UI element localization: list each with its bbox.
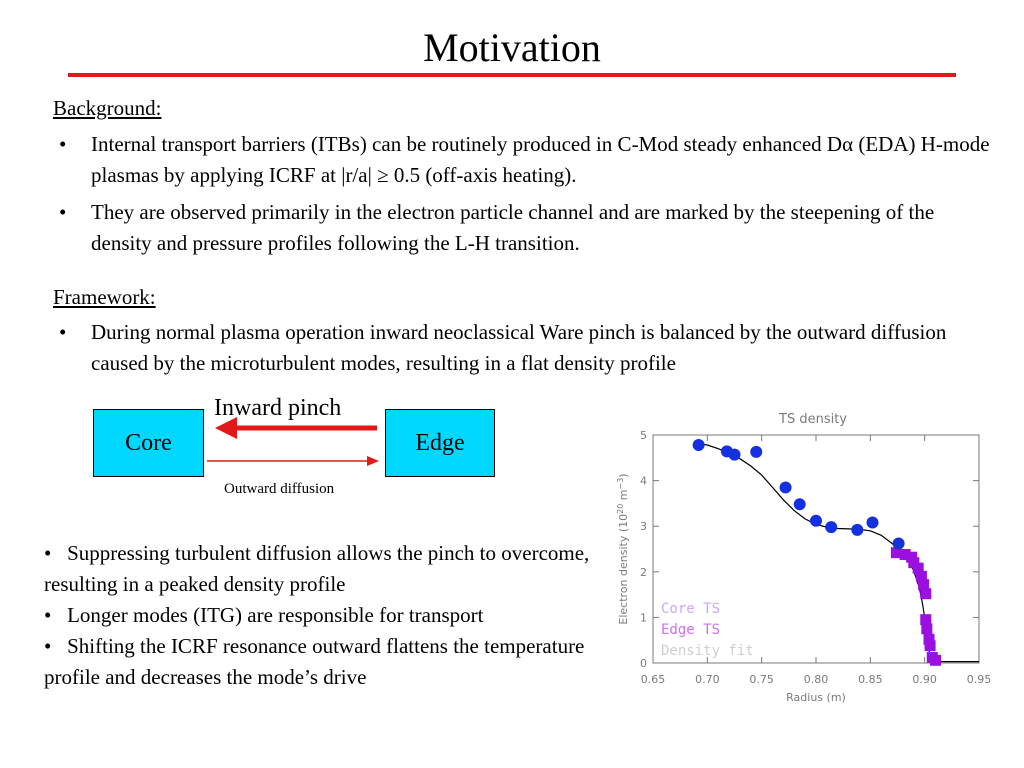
edge-ts-point xyxy=(912,562,924,574)
x-tick-label: 0.65 xyxy=(641,673,666,686)
core-ts-point xyxy=(810,514,822,527)
core-ts-point xyxy=(892,537,905,550)
y-tick-label: 4 xyxy=(640,475,647,488)
background-bullet-1: • Internal transport barriers (ITBs) can… xyxy=(53,129,998,191)
edge-ts-point xyxy=(920,588,932,600)
bullet-text: They are observed primarily in the elect… xyxy=(91,200,935,255)
edge-ts-point xyxy=(923,633,935,645)
edge-ts-point xyxy=(930,654,942,666)
bullet-text: During normal plasma operation inward ne… xyxy=(91,320,947,375)
core-ts-point xyxy=(728,448,741,461)
chart-title: TS density xyxy=(778,412,847,427)
title-underline xyxy=(68,73,956,77)
legend-entry: Edge TS xyxy=(661,622,720,638)
bullet-text: Suppressing turbulent diffusion allows t… xyxy=(44,541,590,596)
core-ts-point xyxy=(866,516,879,529)
x-tick-label: 0.90 xyxy=(912,673,937,686)
edge-ts-point xyxy=(890,547,902,559)
x-tick-label: 0.70 xyxy=(695,673,720,686)
core-ts-point xyxy=(779,481,792,494)
bullet-dot: • xyxy=(59,132,67,156)
list-item: • Shifting the ICRF resonance outward fl… xyxy=(44,631,604,693)
x-tick-label: 0.85 xyxy=(858,673,883,686)
diagram-arrows xyxy=(207,417,379,466)
background-bullet-2: • They are observed primarily in the ele… xyxy=(53,197,998,259)
edge-ts-point xyxy=(921,623,933,635)
list-item: • Suppressing turbulent diffusion allows… xyxy=(44,538,604,600)
x-tick-label: 0.80 xyxy=(804,673,829,686)
bullet-dot: • xyxy=(59,320,67,344)
density-fit-line xyxy=(696,442,979,663)
x-axis-label: Radius (m) xyxy=(786,691,846,704)
bullet-text: Shifting the ICRF resonance outward flat… xyxy=(44,634,585,689)
core-box: Core xyxy=(93,409,204,477)
framework-heading: Framework: xyxy=(53,285,156,309)
core-ts-point xyxy=(825,521,838,534)
core-ts-point xyxy=(750,445,763,458)
bullet-text: Longer modes (ITG) are responsible for t… xyxy=(67,603,484,627)
list-item: • Longer modes (ITG) are responsible for… xyxy=(44,600,604,631)
outward-diffusion-arrow xyxy=(207,456,379,466)
bullet-dot: • xyxy=(59,200,67,224)
x-tick-label: 0.75 xyxy=(749,673,774,686)
bullet-text: Internal transport barriers (ITBs) can b… xyxy=(91,132,990,187)
y-tick-label: 1 xyxy=(640,611,647,624)
y-tick-label: 0 xyxy=(640,657,647,670)
background-heading: Background: xyxy=(53,96,162,120)
legend-entry: Density fit xyxy=(661,643,754,659)
y-axis-label: Electron density (1020 m−3) xyxy=(616,473,630,624)
edge-ts-point xyxy=(899,548,911,560)
y-tick-label: 5 xyxy=(640,429,647,442)
edge-box: Edge xyxy=(385,409,495,477)
core-ts-point xyxy=(851,523,864,536)
x-tick-label: 0.95 xyxy=(967,673,992,686)
y-tick-label: 3 xyxy=(640,520,647,533)
core-ts-point xyxy=(793,498,806,511)
page-title: Motivation xyxy=(423,25,601,70)
ts-density-chart: TS density Electron density (1020 m−3) R… xyxy=(616,412,992,704)
edge-ts-point xyxy=(915,570,927,582)
bottom-points: • Suppressing turbulent diffusion allows… xyxy=(44,538,604,693)
legend-entry: Core TS xyxy=(661,601,720,617)
edge-ts-point xyxy=(924,640,936,652)
edge-ts-point xyxy=(918,579,930,591)
bullet-dot: • xyxy=(44,541,52,565)
edge-ts-point xyxy=(920,614,932,626)
framework-bullet-1: • During normal plasma operation inward … xyxy=(53,317,998,379)
outward-diffusion-label: Outward diffusion xyxy=(224,481,335,497)
core-ts-point xyxy=(692,439,705,452)
bullet-dot: • xyxy=(44,634,52,658)
y-tick-label: 2 xyxy=(640,566,647,579)
inward-pinch-arrow xyxy=(215,417,377,439)
inward-pinch-label: Inward pinch xyxy=(214,395,342,421)
bullet-dot: • xyxy=(44,603,52,627)
